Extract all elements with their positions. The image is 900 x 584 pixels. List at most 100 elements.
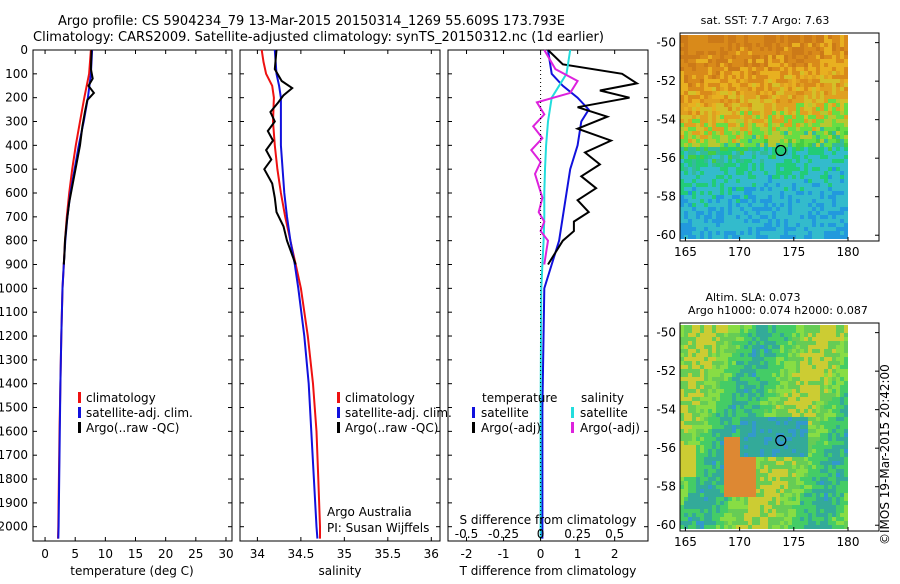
heatmap-cell [684, 87, 688, 91]
heatmap-cell [796, 469, 800, 473]
heatmap-cell [780, 91, 784, 95]
heatmap-cell [756, 513, 760, 517]
heatmap-cell [840, 393, 844, 397]
heatmap-cell [704, 235, 708, 239]
heatmap-cell [812, 83, 816, 87]
heatmap-cell [680, 501, 684, 505]
heatmap-cell [736, 119, 740, 123]
heatmap-cell [796, 35, 800, 39]
heatmap-cell [792, 457, 796, 461]
heatmap-cell [760, 385, 764, 389]
heatmap-cell [748, 151, 752, 155]
heatmap-cell [820, 179, 824, 183]
heatmap-cell [812, 461, 816, 465]
heatmap-cell [760, 457, 764, 461]
s-tick-label: 0.5 [605, 527, 624, 541]
heatmap-cell [832, 409, 836, 413]
heatmap-cell [792, 413, 796, 417]
heatmap-cell [840, 67, 844, 71]
heatmap-cell [720, 461, 724, 465]
heatmap-cell [700, 79, 704, 83]
heatmap-cell [708, 111, 712, 115]
heatmap-cell [828, 465, 832, 469]
heatmap-cell [740, 119, 744, 123]
heatmap-cell [692, 175, 696, 179]
heatmap-cell [696, 429, 700, 433]
heatmap-cell [752, 345, 756, 349]
heatmap-cell [752, 227, 756, 231]
heatmap-cell [732, 119, 736, 123]
heatmap-cell [692, 453, 696, 457]
heatmap-cell [748, 405, 752, 409]
heatmap-cell [704, 505, 708, 509]
heatmap-cell [736, 525, 740, 529]
heatmap-cell [780, 461, 784, 465]
heatmap-cell [824, 393, 828, 397]
heatmap-cell [708, 183, 712, 187]
heatmap-cell [760, 151, 764, 155]
heatmap-cell [704, 203, 708, 207]
heatmap-cell [844, 63, 848, 67]
heatmap-cell [800, 457, 804, 461]
heatmap-cell [816, 465, 820, 469]
heatmap-cell [752, 167, 756, 171]
heatmap-cell [784, 373, 788, 377]
heatmap-cell [704, 369, 708, 373]
heatmap-cell [744, 505, 748, 509]
heatmap-cell [692, 517, 696, 521]
heatmap-cell [712, 151, 716, 155]
heatmap-cell [696, 139, 700, 143]
heatmap-cell [692, 135, 696, 139]
heatmap-cell [784, 461, 788, 465]
heatmap-cell [704, 485, 708, 489]
heatmap-cell [772, 167, 776, 171]
heatmap-cell [824, 417, 828, 421]
heatmap-cell [684, 223, 688, 227]
heatmap-cell [836, 127, 840, 131]
heatmap-cell [792, 43, 796, 47]
heatmap-cell [840, 127, 844, 131]
heatmap-cell [812, 377, 816, 381]
heatmap-cell [832, 43, 836, 47]
heatmap-cell [840, 421, 844, 425]
heatmap-cell [728, 155, 732, 159]
heatmap-cell [832, 349, 836, 353]
heatmap-cell [776, 87, 780, 91]
heatmap-cell [796, 179, 800, 183]
heatmap-cell [692, 449, 696, 453]
heatmap-cell [788, 405, 792, 409]
heatmap-cell [840, 179, 844, 183]
heatmap-cell [832, 187, 836, 191]
salinity-credit-line2: PI: Susan Wijffels [327, 521, 429, 535]
heatmap-cell [708, 345, 712, 349]
heatmap-cell [684, 199, 688, 203]
heatmap-cell [704, 139, 708, 143]
heatmap-cell [716, 421, 720, 425]
heatmap-cell [764, 385, 768, 389]
heatmap-cell [776, 83, 780, 87]
heatmap-cell [684, 329, 688, 333]
heatmap-cell [828, 449, 832, 453]
heatmap-cell [820, 501, 824, 505]
heatmap-cell [836, 167, 840, 171]
heatmap-cell [700, 425, 704, 429]
heatmap-cell [784, 79, 788, 83]
heatmap-cell [804, 425, 808, 429]
heatmap-cell [692, 51, 696, 55]
heatmap-cell [800, 481, 804, 485]
heatmap-cell [800, 445, 804, 449]
heatmap-cell [692, 389, 696, 393]
heatmap-cell [772, 191, 776, 195]
heatmap-cell [836, 429, 840, 433]
heatmap-cell [816, 413, 820, 417]
heatmap-cell [764, 377, 768, 381]
heatmap-cell [780, 497, 784, 501]
heatmap-cell [764, 207, 768, 211]
heatmap-cell [820, 457, 824, 461]
heatmap-cell [800, 369, 804, 373]
heatmap-cell [728, 163, 732, 167]
heatmap-cell [752, 155, 756, 159]
heatmap-cell [780, 119, 784, 123]
heatmap-cell [724, 139, 728, 143]
heatmap-cell [772, 95, 776, 99]
